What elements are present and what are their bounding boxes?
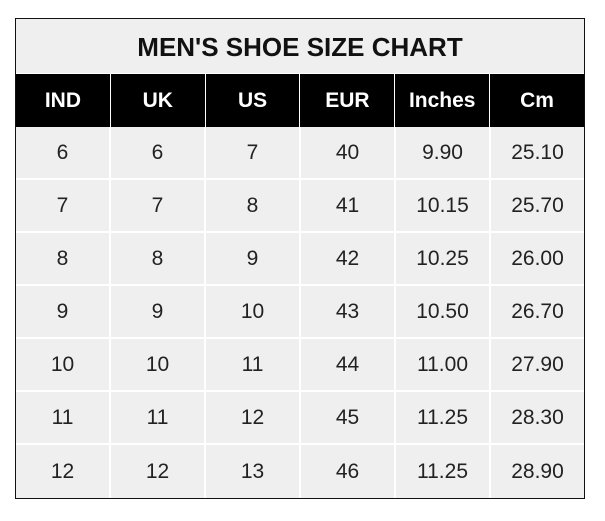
table-body: 6 6 7 40 9.90 25.10 7 7 8 41 10.15 25.70 8 8 9 42 10.25 2…	[16, 127, 584, 498]
table-cell: 28.30	[491, 392, 584, 445]
column-header: Inches	[395, 74, 491, 127]
table-cell: 28.90	[511, 459, 564, 483]
table-cell: 10	[111, 339, 206, 392]
column-header: US	[205, 74, 301, 127]
table-cell: 13	[206, 445, 301, 498]
table-cell: 11	[206, 339, 301, 392]
table-cell: 26.00	[491, 233, 584, 286]
table-cell: 40	[301, 127, 396, 180]
table-cell: 9	[111, 286, 206, 339]
table-cell: 44	[301, 339, 396, 392]
table-cell: 7	[16, 180, 111, 233]
table-cell: 12	[111, 445, 206, 498]
table-cell: 26.70	[491, 286, 584, 339]
table-cell: 12	[206, 392, 301, 445]
table-cell: 10	[16, 339, 111, 392]
column-header: IND	[16, 74, 111, 127]
table-cell: 10	[206, 286, 301, 339]
table-cell: 12	[16, 445, 111, 498]
table-cell: 9	[206, 233, 301, 286]
table-cell: 41	[301, 180, 396, 233]
table-cell: 8	[111, 233, 206, 286]
table-row: 6 6 7 40 9.90 25.10	[16, 127, 584, 180]
table-cell: 7	[111, 180, 206, 233]
table-cell: 10.15	[396, 180, 491, 233]
table-row: 9 9 10 43 10.50 26.70	[16, 286, 584, 339]
column-header: EUR	[300, 74, 396, 127]
table-row: 11 11 12 45 11.25 28.30	[16, 392, 584, 445]
table-cell: 43	[301, 286, 396, 339]
table-cell: 11.00	[396, 339, 491, 392]
table-row: 8 8 9 42 10.25 26.00	[16, 233, 584, 286]
size-chart-table: MEN'S SHOE SIZE CHART IND UK US EUR Inches Cm…	[15, 18, 585, 499]
column-header: UK	[110, 74, 206, 127]
table-row: 7 7 8 41 10.15 25.70	[16, 180, 584, 233]
table-cell: 45	[301, 392, 396, 445]
table-cell: 46	[301, 445, 396, 498]
table-title: MEN'S SHOE SIZE CHART	[16, 19, 584, 74]
table-cell: 42	[301, 233, 396, 286]
table-cell: 25.10	[491, 127, 584, 180]
table-cell: 27.90	[491, 339, 584, 392]
table-cell: 11	[111, 392, 206, 445]
table-cell: 25.70	[491, 180, 584, 233]
table-cell: 11.25	[396, 392, 491, 445]
table-cell: 6	[16, 127, 111, 180]
table-cell: 8	[16, 233, 111, 286]
table-cell: 9.90	[396, 127, 491, 180]
table-row: 12 12 13 46 11.25 28.90	[16, 445, 584, 498]
table-row: 10 10 11 44 11.00 27.90	[16, 339, 584, 392]
table-cell: 10.25	[396, 233, 491, 286]
table-cell: 10.50	[396, 286, 491, 339]
table-cell: 6	[111, 127, 206, 180]
table-cell: 7	[206, 127, 301, 180]
table-cell: 9	[16, 286, 111, 339]
table-cell: 11.25	[396, 445, 491, 498]
header-row: IND UK US EUR Inches Cm	[16, 74, 584, 127]
table-cell: 8	[206, 180, 301, 233]
column-header: Cm	[490, 74, 584, 127]
table-cell: 11	[16, 392, 111, 445]
